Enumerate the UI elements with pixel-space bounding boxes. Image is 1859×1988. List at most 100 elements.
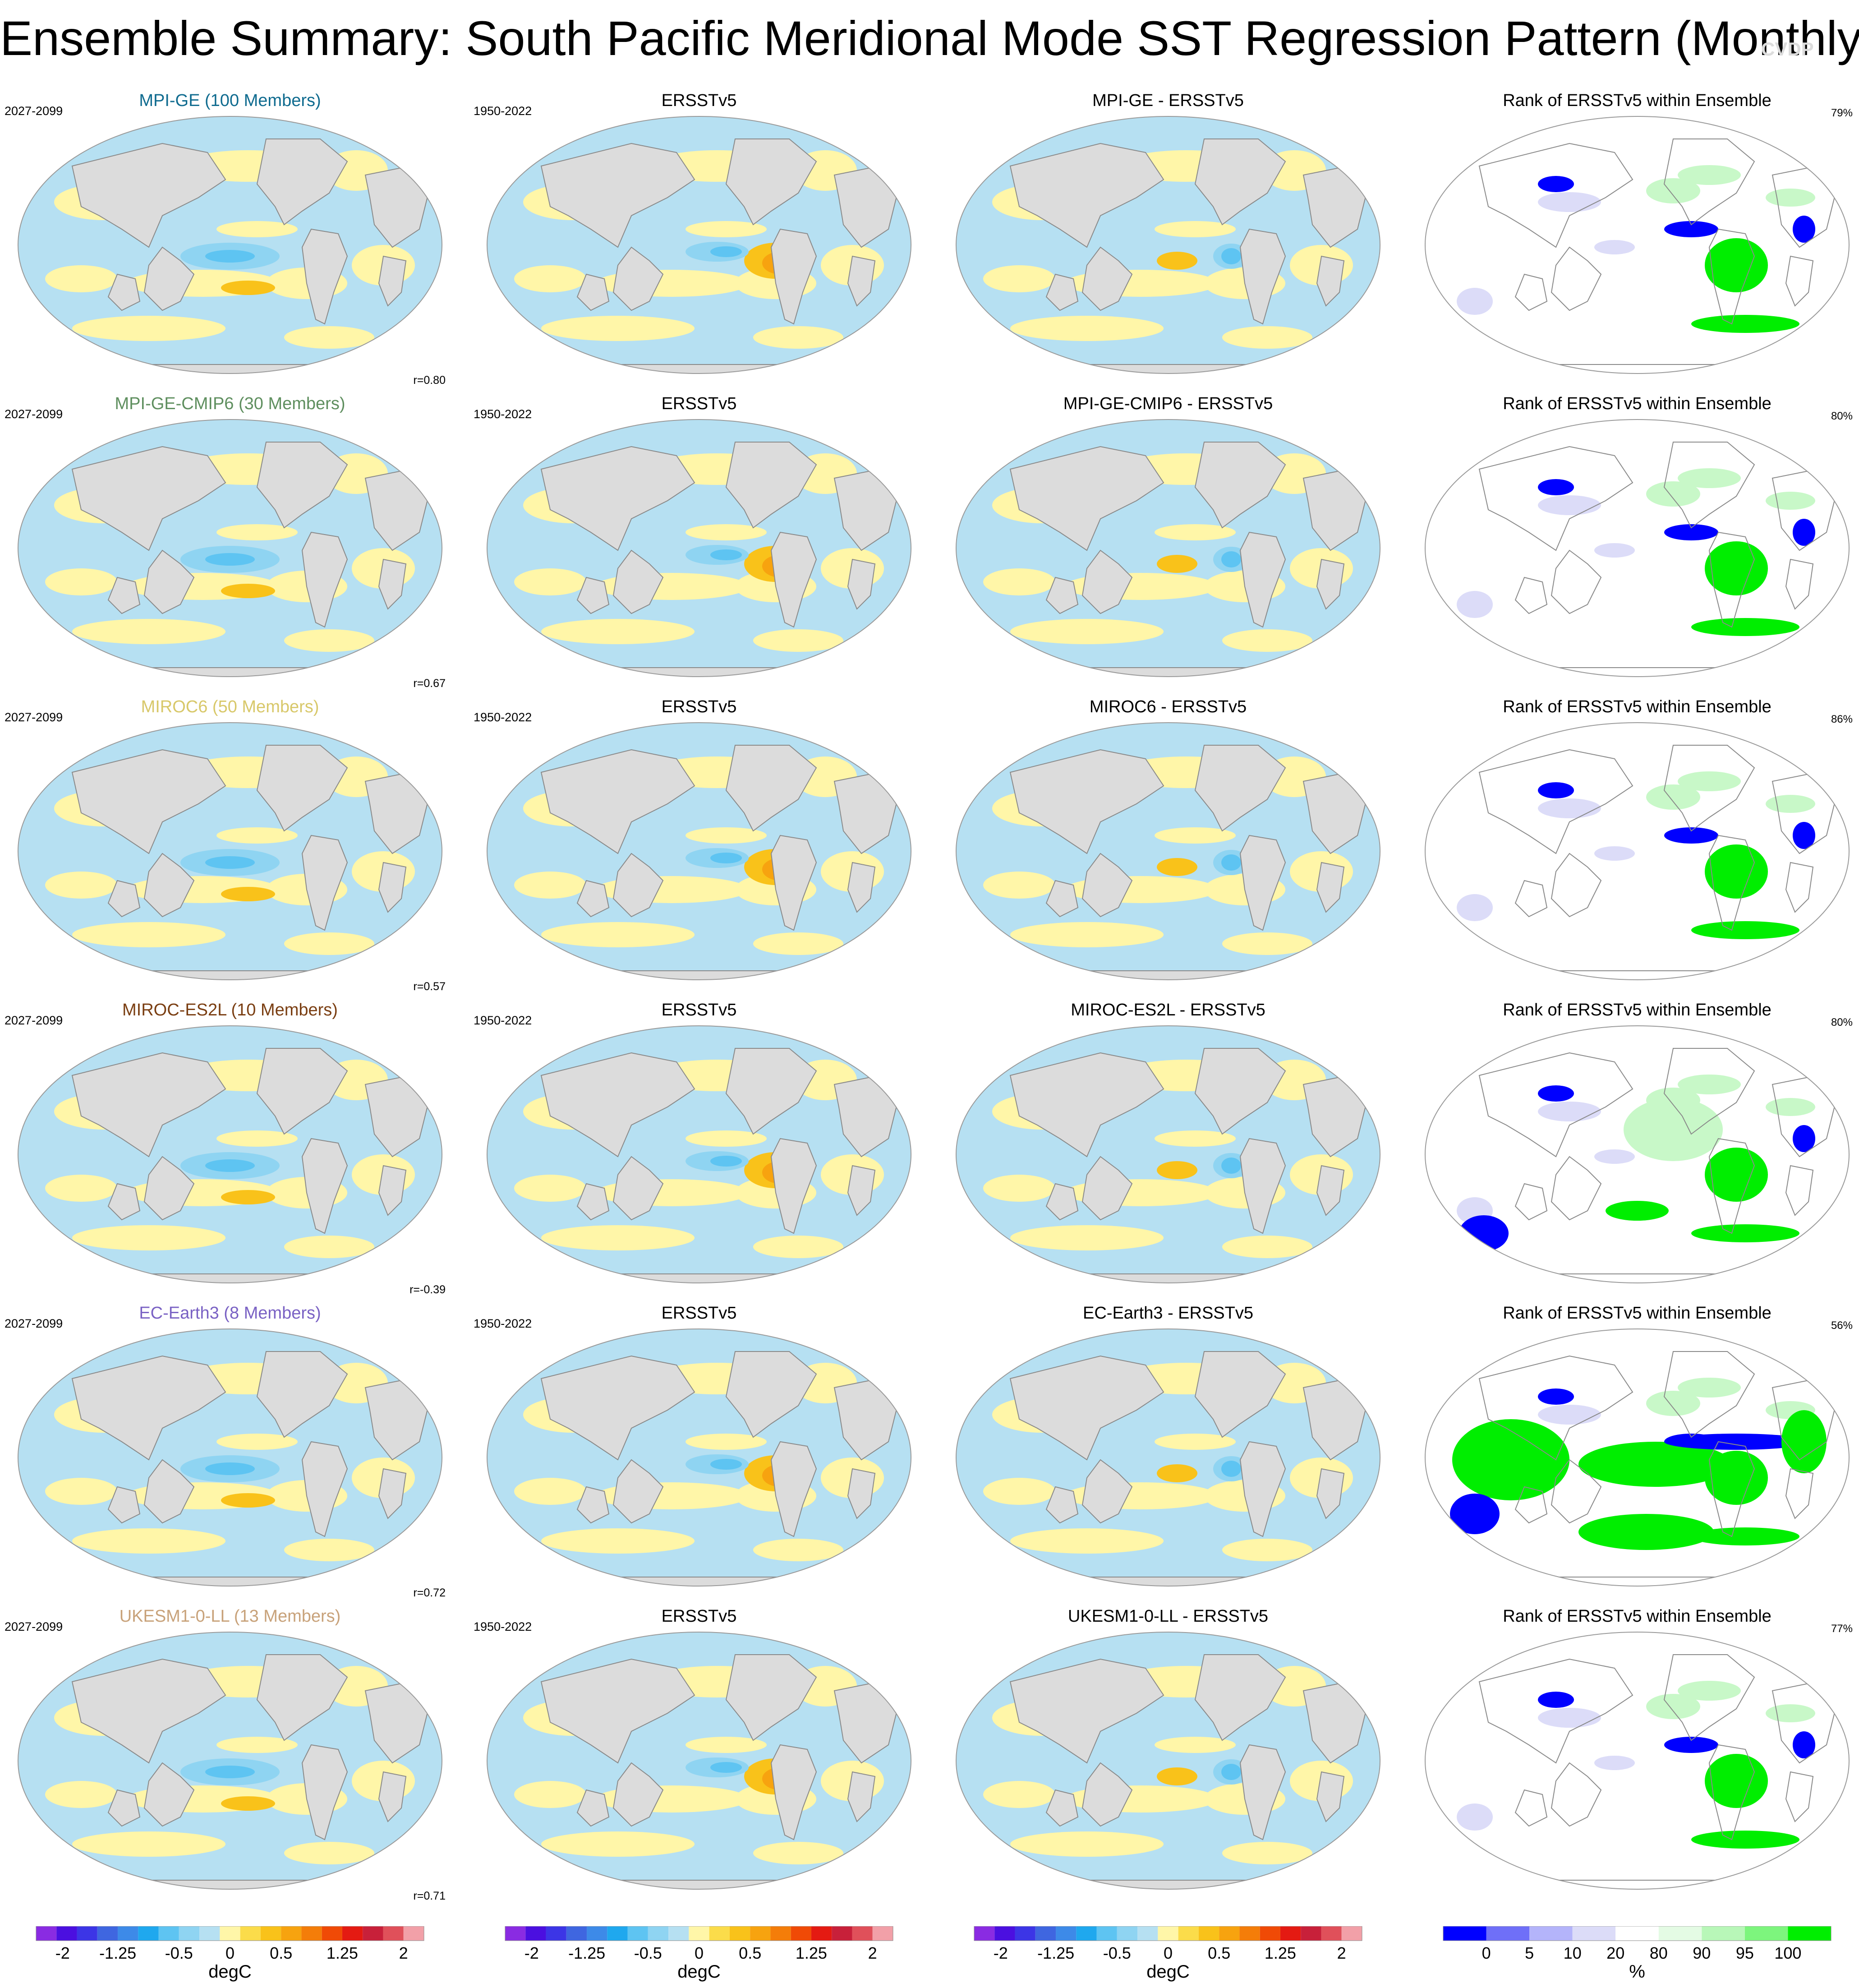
model-map — [18, 116, 442, 374]
colorbar-swatch — [220, 1926, 240, 1941]
colorbar-tick-label: 0 — [695, 1944, 704, 1962]
sst-colorbar-2: -2 -1.25 -0.5 0 0.5 1.25 2 degC — [474, 1926, 925, 1985]
colorbar-swatch — [1219, 1926, 1240, 1941]
model-period: 2027-2099 — [5, 407, 63, 421]
colorbar-swatch — [994, 1926, 1015, 1941]
colorbar-swatch — [648, 1926, 669, 1941]
colorbar-tick-label: 1.25 — [1265, 1944, 1296, 1962]
rank-title: Rank of ERSSTv5 within Ensemble — [1503, 394, 1772, 413]
colorbar-swatch — [729, 1926, 750, 1941]
model-panel: UKESM1-0-LL (13 Members) 2027-2099 r=0.71 — [5, 1606, 456, 1904]
rank-map — [1425, 1328, 1850, 1587]
obs-title: ERSSTv5 — [661, 1001, 737, 1019]
colorbar-tick-label: 0 — [225, 1944, 235, 1962]
rank-title: Rank of ERSSTv5 within Ensemble — [1503, 697, 1772, 716]
obs-panel: ERSSTv5 1950-2022 — [474, 1606, 925, 1904]
colorbar-swatch — [342, 1926, 363, 1941]
colorbar-swatch — [240, 1926, 261, 1941]
obs-title: ERSSTv5 — [661, 697, 737, 716]
colorbar-swatch — [1321, 1926, 1342, 1941]
sst-colorbar-3-bar: -2 -1.25 -0.5 0 0.5 1.25 2 — [974, 1926, 1362, 1962]
diff-map — [956, 722, 1380, 980]
colorbar-tick-label: 100 — [1774, 1944, 1801, 1962]
colorbar-swatch — [118, 1926, 138, 1941]
colorbar-swatch — [322, 1926, 342, 1941]
colorbar-swatch — [281, 1926, 302, 1941]
obs-map — [487, 419, 911, 677]
colorbar-tick-label: 80 — [1650, 1944, 1668, 1962]
colorbar-tick-label: -2 — [55, 1944, 70, 1962]
colorbar-swatch — [77, 1926, 97, 1941]
rank-panel: Rank of ERSSTv5 within Ensemble 56% — [1412, 1303, 1859, 1601]
rank-percentage: 80% — [1831, 410, 1853, 422]
diff-title: MIROC-ES2L - ERSSTv5 — [1071, 1001, 1265, 1019]
colorbar-swatch — [1572, 1926, 1616, 1941]
colorbar-swatch — [525, 1926, 546, 1941]
pattern-correlation: r=0.72 — [413, 1587, 446, 1599]
obs-panel: ERSSTv5 1950-2022 — [474, 1000, 925, 1297]
colorbar-swatch — [97, 1926, 118, 1941]
rank-percentage: 77% — [1831, 1623, 1853, 1635]
colorbar-tick-label: -2 — [994, 1944, 1008, 1962]
sst-colorbar-3: -2 -1.25 -0.5 0 0.5 1.25 2 degC — [943, 1926, 1394, 1985]
diff-panel: MPI-GE-CMIP6 - ERSSTv5 — [943, 393, 1394, 691]
model-panel: MPI-GE (100 Members) 2027-2099 r=0.80 — [5, 90, 456, 388]
model-panel: MIROC-ES2L (10 Members) 2027-2099 r=-0.39 — [5, 1000, 456, 1297]
colorbar-tick-label: 5 — [1525, 1944, 1534, 1962]
colorbar-swatch — [1744, 1926, 1788, 1941]
colorbar-swatch — [832, 1926, 852, 1941]
colorbar-swatch — [36, 1926, 57, 1941]
obs-period: 1950-2022 — [474, 1620, 532, 1633]
rank-map — [1425, 1632, 1850, 1890]
colorbar-swatch — [1117, 1926, 1138, 1941]
colorbar-swatch — [1529, 1926, 1573, 1941]
colorbar-swatch — [791, 1926, 811, 1941]
colorbar-swatch — [1702, 1926, 1745, 1941]
colorbar-swatch — [1015, 1926, 1035, 1941]
colorbar-tick-label: -1.25 — [568, 1944, 605, 1962]
colorbar-swatch — [1341, 1926, 1362, 1941]
model-map — [18, 419, 442, 677]
diff-panel: EC-Earth3 - ERSSTv5 — [943, 1303, 1394, 1601]
sst-colorbar-1: -2 -1.25 -0.5 0 0.5 1.25 2 degC — [5, 1926, 456, 1985]
model-title: MIROC-ES2L (10 Members) — [122, 1001, 338, 1019]
colorbar-unit: degC — [1146, 1962, 1190, 1982]
colorbar-swatch — [158, 1926, 179, 1941]
colorbar-tick-label: 95 — [1736, 1944, 1754, 1962]
colorbar-swatch — [56, 1926, 77, 1941]
colorbar-swatch — [750, 1926, 771, 1941]
model-map — [18, 1328, 442, 1587]
model-period: 2027-2099 — [5, 1014, 63, 1027]
colorbar-swatch — [587, 1926, 607, 1941]
colorbar-swatch — [1260, 1926, 1280, 1941]
colorbar-swatch — [1137, 1926, 1158, 1941]
colorbar-swatch — [1443, 1926, 1486, 1941]
obs-title: ERSSTv5 — [661, 1304, 737, 1323]
colorbar-swatch — [1158, 1926, 1178, 1941]
rank-map — [1425, 1025, 1850, 1283]
colorbar-unit: degC — [677, 1962, 721, 1982]
colorbar-swatch — [709, 1926, 730, 1941]
obs-title: ERSSTv5 — [661, 394, 737, 413]
colorbar-swatch — [668, 1926, 689, 1941]
colorbar-tick-label: -0.5 — [165, 1944, 193, 1962]
colorbar-swatch — [138, 1926, 159, 1941]
model-title: MIROC6 (50 Members) — [141, 697, 319, 716]
colorbar-tick-label: -1.25 — [99, 1944, 136, 1962]
colorbar-swatch — [974, 1926, 995, 1941]
model-title: MPI-GE (100 Members) — [139, 91, 321, 110]
colorbar-tick-label: 20 — [1606, 1944, 1624, 1962]
colorbar-swatch — [1615, 1926, 1659, 1941]
colorbar-swatch — [505, 1926, 526, 1941]
obs-title: ERSSTv5 — [661, 1607, 737, 1626]
colorbar-swatch — [1178, 1926, 1199, 1941]
colorbar-swatch — [363, 1926, 383, 1941]
rank-title: Rank of ERSSTv5 within Ensemble — [1503, 1304, 1772, 1323]
model-map — [18, 1632, 442, 1890]
diff-map — [956, 1328, 1380, 1587]
colorbar-swatch — [1035, 1926, 1056, 1941]
colorbar-swatch — [770, 1926, 791, 1941]
rank-panel: Rank of ERSSTv5 within Ensemble 80% — [1412, 1000, 1859, 1297]
diff-title: MPI-GE - ERSSTv5 — [1092, 91, 1244, 110]
obs-panel: ERSSTv5 1950-2022 — [474, 393, 925, 691]
